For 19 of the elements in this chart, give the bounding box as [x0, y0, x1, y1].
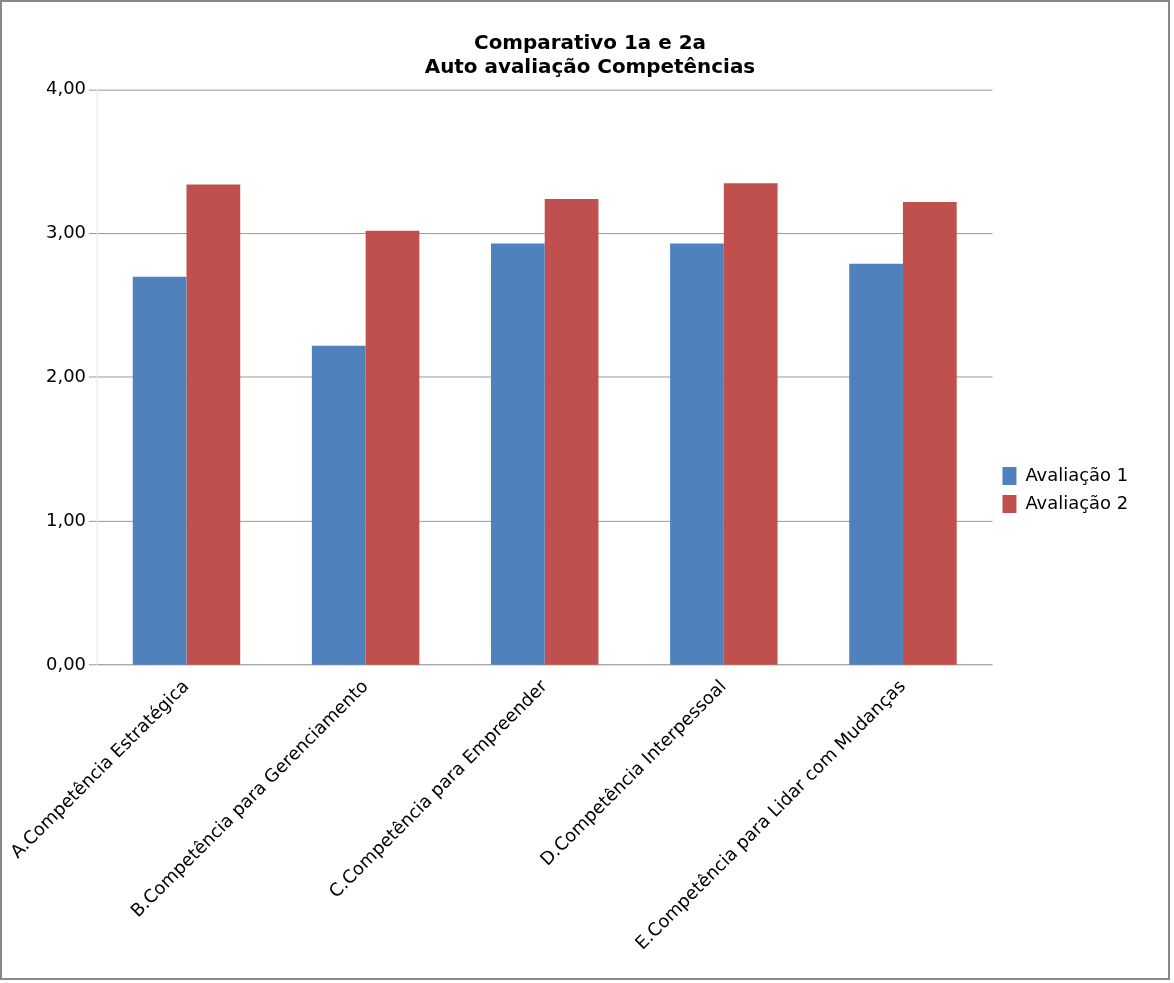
bar	[902, 201, 957, 665]
y-tick-label: 3,00	[46, 221, 86, 243]
y-tick-label: 2,00	[46, 365, 86, 387]
legend-label: Avaliação 2	[1025, 491, 1129, 513]
legend-label: Avaliação 1	[1025, 463, 1129, 485]
bar	[311, 345, 366, 665]
bar	[490, 243, 545, 665]
text: Comparativo 1a e 2a	[474, 31, 706, 55]
bar	[186, 184, 241, 665]
bar	[723, 183, 778, 665]
y-tick-label: 4,00	[46, 77, 86, 99]
bar	[849, 263, 903, 665]
bar	[670, 243, 724, 665]
bar	[365, 230, 420, 665]
bar	[544, 199, 599, 665]
text: Auto avaliação Competências	[424, 54, 756, 78]
bar	[132, 276, 187, 665]
y-tick-label: 1,00	[46, 509, 86, 531]
y-tick-label: 0,00	[46, 652, 86, 674]
